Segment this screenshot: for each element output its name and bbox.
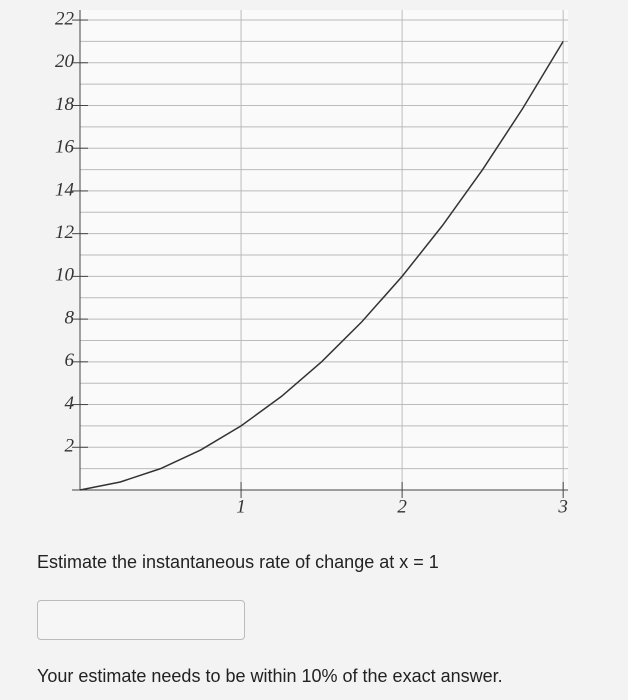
y-tick-label: 8 — [65, 307, 75, 328]
y-tick-label: 12 — [55, 222, 75, 243]
y-tick-label: 10 — [55, 265, 75, 286]
y-tick-label: 4 — [65, 393, 75, 414]
x-tick-label: 1 — [236, 496, 246, 517]
y-tick-label: 16 — [55, 137, 75, 158]
question: Estimate the instantaneous rate of chang… — [37, 552, 439, 572]
y-tick-label: 2 — [65, 436, 75, 457]
x-tick-label: 2 — [397, 496, 407, 517]
curve — [79, 41, 564, 491]
plot-area — [80, 10, 568, 490]
y-tick-label: 14 — [55, 179, 75, 200]
note: Your estimate needs to be within 10% of … — [37, 666, 503, 686]
answer-input[interactable] — [37, 600, 245, 640]
y-tick-label: 22 — [55, 8, 75, 29]
y-tick-label: 18 — [55, 94, 75, 115]
x-tick-label: 3 — [557, 496, 568, 517]
y-tick-label: 6 — [65, 350, 75, 371]
y-tick-label: 20 — [55, 51, 75, 72]
